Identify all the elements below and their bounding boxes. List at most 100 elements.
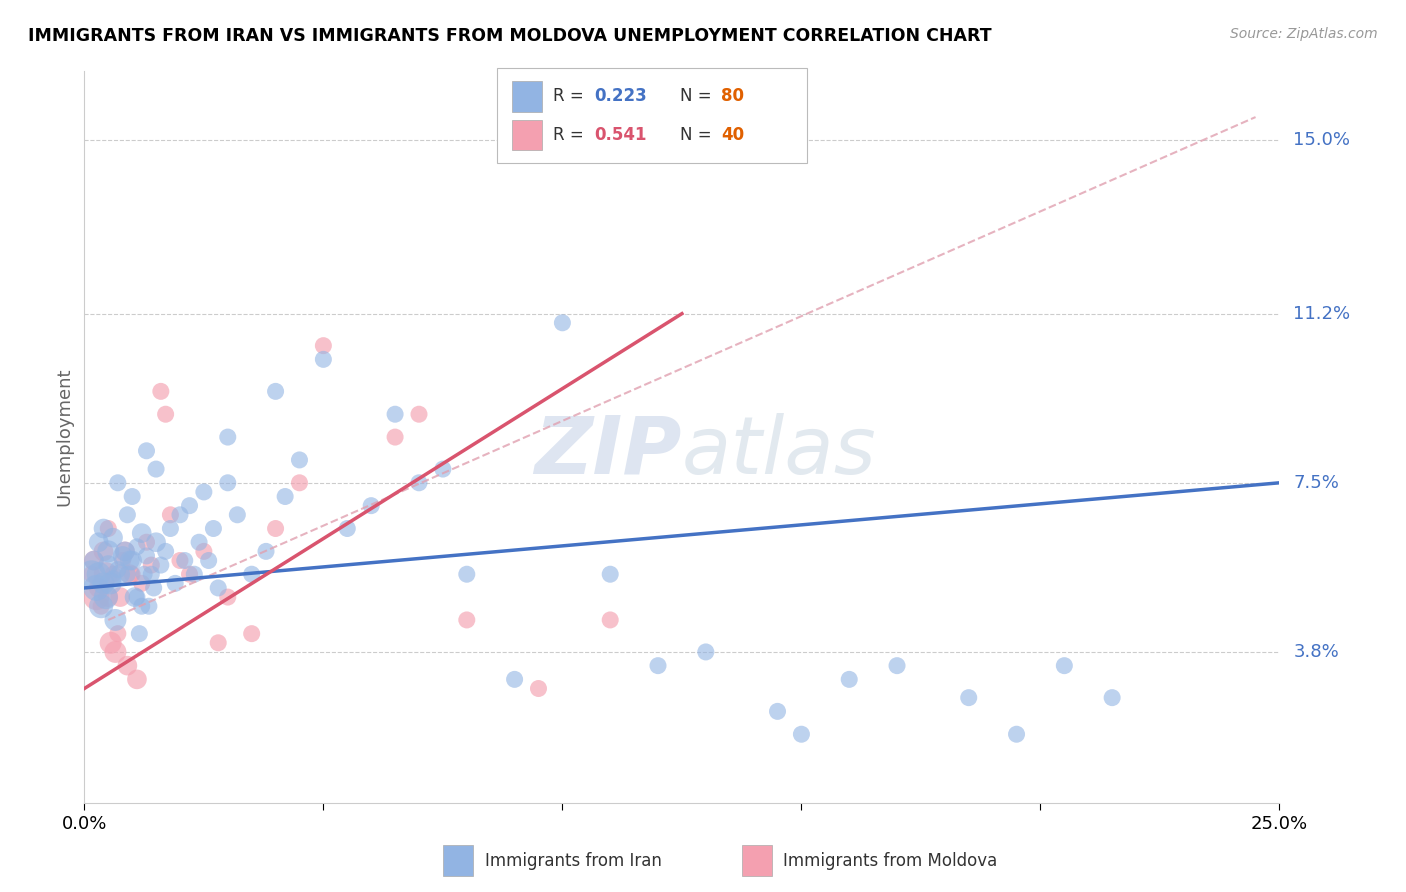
Point bbox=[145, 535, 167, 549]
Point bbox=[135, 535, 157, 549]
Point bbox=[288, 475, 311, 490]
Point bbox=[193, 485, 215, 500]
Point bbox=[790, 727, 813, 741]
Point bbox=[456, 567, 478, 582]
Point bbox=[179, 567, 201, 582]
Point bbox=[80, 567, 103, 582]
Point bbox=[128, 626, 150, 640]
Point bbox=[336, 521, 359, 535]
Point bbox=[312, 352, 335, 367]
Point bbox=[432, 462, 454, 476]
Point bbox=[312, 338, 335, 352]
Point bbox=[131, 576, 153, 591]
Point bbox=[93, 544, 115, 558]
Point bbox=[125, 590, 148, 604]
Text: Immigrants from Moldova: Immigrants from Moldova bbox=[783, 853, 998, 871]
Text: 7.5%: 7.5% bbox=[1294, 474, 1340, 491]
Point bbox=[695, 645, 717, 659]
Point bbox=[86, 590, 108, 604]
Point bbox=[264, 521, 287, 535]
Point bbox=[83, 553, 105, 567]
Text: 0.541: 0.541 bbox=[595, 126, 647, 144]
Point bbox=[226, 508, 249, 522]
Point bbox=[118, 553, 141, 567]
Point bbox=[87, 581, 110, 595]
Point bbox=[1053, 658, 1076, 673]
Point bbox=[766, 705, 789, 719]
Point bbox=[100, 636, 122, 650]
Point bbox=[145, 462, 167, 476]
Point bbox=[207, 636, 229, 650]
Point bbox=[155, 407, 177, 421]
Point bbox=[141, 558, 163, 573]
Point bbox=[360, 499, 382, 513]
Point bbox=[90, 599, 112, 614]
Point bbox=[135, 549, 157, 563]
Point bbox=[101, 572, 124, 586]
Point bbox=[114, 544, 136, 558]
Point bbox=[599, 567, 621, 582]
Point bbox=[183, 567, 205, 582]
Point bbox=[101, 567, 124, 582]
Text: ZIP: ZIP bbox=[534, 413, 682, 491]
Point bbox=[274, 490, 297, 504]
FancyBboxPatch shape bbox=[742, 846, 772, 876]
Text: 15.0%: 15.0% bbox=[1294, 131, 1350, 149]
Point bbox=[647, 658, 669, 673]
Point bbox=[125, 673, 148, 687]
Point bbox=[94, 590, 117, 604]
Point bbox=[86, 581, 108, 595]
Point bbox=[179, 499, 201, 513]
Point bbox=[193, 544, 215, 558]
Point bbox=[188, 535, 211, 549]
Point bbox=[169, 508, 191, 522]
Point bbox=[131, 526, 153, 541]
Point bbox=[169, 553, 191, 567]
Point bbox=[93, 521, 115, 535]
Point bbox=[111, 553, 134, 567]
Point bbox=[97, 544, 120, 558]
Point bbox=[110, 567, 132, 582]
Point bbox=[264, 384, 287, 399]
Point bbox=[173, 553, 195, 567]
Text: N =: N = bbox=[679, 126, 717, 144]
Point bbox=[100, 576, 122, 591]
Point bbox=[408, 475, 430, 490]
Point bbox=[503, 673, 526, 687]
Point bbox=[101, 531, 124, 545]
Point bbox=[551, 316, 574, 330]
Point bbox=[408, 407, 430, 421]
Point bbox=[1101, 690, 1123, 705]
Point bbox=[957, 690, 980, 705]
Text: 80: 80 bbox=[721, 87, 744, 105]
Point bbox=[131, 599, 153, 614]
Point bbox=[121, 567, 143, 582]
Point bbox=[155, 544, 177, 558]
Text: 11.2%: 11.2% bbox=[1294, 305, 1351, 323]
Point bbox=[1005, 727, 1028, 741]
Point bbox=[90, 599, 112, 614]
Point bbox=[132, 567, 156, 582]
Text: R =: R = bbox=[553, 126, 589, 144]
Point bbox=[97, 558, 120, 573]
Point bbox=[117, 567, 139, 582]
Point bbox=[107, 563, 129, 577]
Point bbox=[118, 567, 141, 582]
Point bbox=[149, 384, 172, 399]
FancyBboxPatch shape bbox=[496, 68, 807, 163]
Point bbox=[114, 544, 136, 558]
FancyBboxPatch shape bbox=[512, 81, 543, 112]
Point bbox=[254, 544, 277, 558]
FancyBboxPatch shape bbox=[512, 120, 543, 151]
Point bbox=[121, 553, 143, 567]
Point bbox=[121, 490, 143, 504]
Text: atlas: atlas bbox=[682, 413, 877, 491]
Text: R =: R = bbox=[553, 87, 589, 105]
Point bbox=[83, 553, 105, 567]
Point bbox=[197, 553, 219, 567]
Point bbox=[207, 581, 229, 595]
Text: IMMIGRANTS FROM IRAN VS IMMIGRANTS FROM MOLDOVA UNEMPLOYMENT CORRELATION CHART: IMMIGRANTS FROM IRAN VS IMMIGRANTS FROM … bbox=[28, 27, 991, 45]
Point bbox=[142, 581, 165, 595]
Point bbox=[125, 540, 148, 554]
Point bbox=[456, 613, 478, 627]
